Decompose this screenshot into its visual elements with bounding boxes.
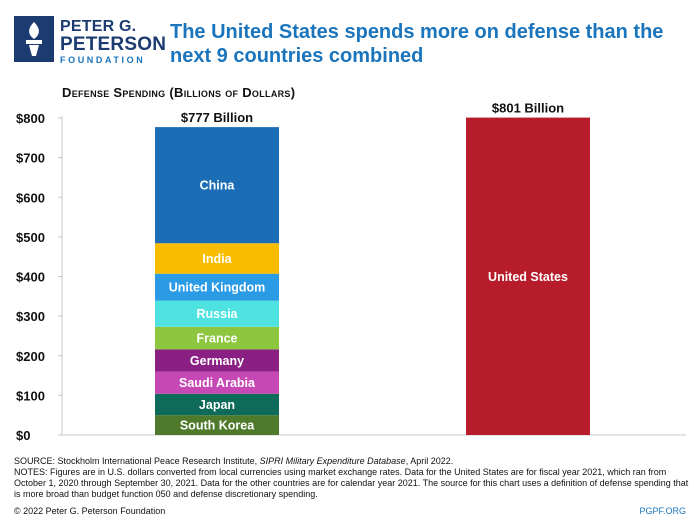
segment-label: United States (488, 270, 568, 284)
bar-segment (155, 243, 279, 274)
y-tick-label: $600 (16, 190, 45, 205)
source-database: SIPRI Military Expenditure Database (259, 456, 406, 466)
bar-total-label: $777 Billion (181, 110, 253, 125)
segment-label: United Kingdom (169, 281, 266, 295)
y-tick-label: $200 (16, 349, 45, 364)
y-tick-label: $500 (16, 230, 45, 245)
source-suffix: , April 2022. (405, 456, 454, 466)
source-notes: SOURCE: Stockholm International Peace Re… (14, 456, 690, 500)
segment-label: Russia (197, 307, 239, 321)
bar-segment (155, 393, 279, 416)
y-tick-label: $400 (16, 270, 45, 285)
page-title: The United States spends more on defense… (170, 21, 664, 67)
segment-label: India (202, 252, 232, 266)
segment-label: China (200, 179, 236, 193)
bar-segment (155, 415, 279, 435)
y-tick-label: $800 (16, 111, 45, 126)
bar-segment (155, 273, 279, 301)
notes-text: NOTES: Figures are in U.S. dollars conve… (14, 467, 689, 499)
copyright-text: © 2022 Peter G. Peterson Foundation (14, 506, 166, 516)
y-tick-label: $700 (16, 151, 45, 166)
segment-label: France (197, 332, 238, 346)
torch-icon (14, 16, 54, 62)
y-tick-label: $300 (16, 309, 45, 324)
pgpf-logo: PETER G. PETERSON FOUNDATION (14, 14, 166, 70)
source-prefix: SOURCE: Stockholm International Peace Re… (14, 456, 260, 466)
chart-title: Defense Spending (Billions of Dollars) (62, 85, 296, 100)
bar-segment (155, 371, 279, 394)
logo-line-3: FOUNDATION (60, 55, 146, 65)
segment-label: South Korea (180, 419, 255, 433)
segment-label: Germany (190, 354, 244, 368)
site-link[interactable]: PGPF.ORG (639, 506, 686, 516)
bar-segment (155, 326, 279, 350)
y-tick-label: $0 (16, 428, 30, 443)
bar-segment (155, 300, 279, 327)
segment-label: Saudi Arabia (179, 376, 256, 390)
bar-segment (155, 349, 279, 372)
stacked-bar-chart: $0 $100 $200 $300 $400 $500 $600 $700 $800 South … (16, 101, 686, 443)
logo-line-1: PETER G. (60, 18, 137, 35)
y-tick-label: $100 (16, 388, 45, 403)
source-line: SOURCE: Stockholm International Peace Re… (14, 456, 690, 467)
bar-segment (155, 127, 279, 244)
bar-total-label: $801 Billion (492, 101, 564, 116)
segment-label: Japan (199, 398, 235, 412)
bar-segment (466, 117, 590, 435)
logo-line-2: PETERSON (60, 34, 167, 55)
